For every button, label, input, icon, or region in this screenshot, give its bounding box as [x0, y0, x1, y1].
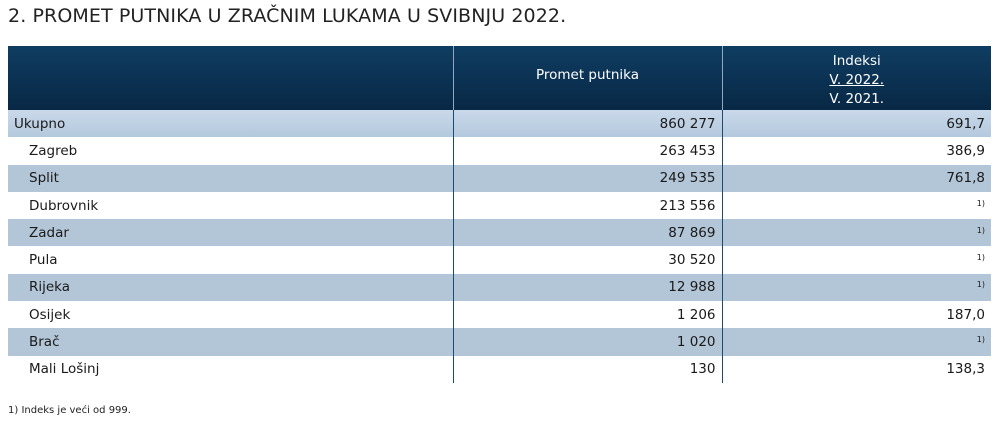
indeks-cell: 386,9: [721, 137, 991, 165]
table-row-total: Ukupno 860 277 691,7: [8, 110, 991, 138]
indeks-cell: 138,3: [721, 355, 991, 383]
airport-name: Dubrovnik: [8, 191, 453, 220]
promet-value: 87 869: [452, 219, 722, 247]
indeks-cell: 691,7: [721, 110, 991, 138]
promet-value: 263 453: [452, 137, 722, 165]
indeks-value: 138,3: [946, 361, 985, 378]
airport-name: Rijeka: [8, 273, 453, 302]
table-row: Zagreb 263 453 386,9: [8, 137, 991, 165]
promet-value: 213 556: [452, 191, 722, 220]
airport-name: Ukupno: [8, 110, 453, 138]
indeks-cell: 1): [721, 273, 991, 302]
footnote-marker: 1): [976, 280, 985, 290]
table-row: Dubrovnik 213 556 1): [8, 191, 991, 220]
promet-value: 1 020: [452, 328, 722, 356]
airport-name: Pula: [8, 246, 453, 274]
header-promet-putnika: Promet putnika: [452, 46, 722, 110]
footnote-marker: 1): [976, 253, 985, 263]
airport-name: Split: [8, 164, 453, 192]
indeks-cell: 761,8: [721, 164, 991, 192]
airport-name: Zagreb: [8, 137, 453, 165]
promet-value: 860 277: [452, 110, 722, 138]
page-title: 2. PROMET PUTNIKA U ZRAČNIM LUKAMA U SVI…: [8, 5, 567, 27]
header-indeksi-denominator: V. 2021.: [829, 90, 885, 107]
promet-value: 1 206: [452, 301, 722, 329]
table-row: Mali Lošinj 130 138,3: [8, 355, 991, 383]
airport-name: Zadar: [8, 219, 453, 247]
header-indeksi-label: Indeksi: [832, 52, 881, 69]
footnote-marker: 1): [976, 335, 985, 345]
indeks-cell: 1): [721, 328, 991, 356]
table-row: Split 249 535 761,8: [8, 164, 991, 192]
table-row: Rijeka 12 988 1): [8, 273, 991, 302]
airport-name: Mali Lošinj: [8, 355, 453, 383]
table-header-row: Promet putnika Indeksi V. 2022. V. 2021.: [8, 46, 991, 110]
header-airport: [8, 46, 453, 110]
promet-value: 130: [452, 355, 722, 383]
indeks-value: 761,8: [946, 170, 985, 187]
table-row: Brač 1 020 1): [8, 328, 991, 356]
table-row: Zadar 87 869 1): [8, 219, 991, 247]
header-indeksi: Indeksi V. 2022. V. 2021.: [721, 46, 991, 110]
airport-name: Brač: [8, 328, 453, 356]
indeks-value: 386,9: [946, 142, 985, 159]
promet-value: 12 988: [452, 273, 722, 302]
footnote: 1) Indeks je veći od 999.: [8, 405, 131, 416]
promet-value: 30 520: [452, 246, 722, 274]
passenger-traffic-table: Promet putnika Indeksi V. 2022. V. 2021.…: [8, 46, 991, 383]
footnote-marker: 1): [976, 198, 985, 208]
indeks-value: 691,7: [946, 115, 985, 132]
table-row: Osijek 1 206 187,0: [8, 301, 991, 329]
footnote-marker: 1): [976, 225, 985, 235]
indeks-cell: 1): [721, 191, 991, 220]
table-row: Pula 30 520 1): [8, 246, 991, 274]
promet-value: 249 535: [452, 164, 722, 192]
indeks-cell: 1): [721, 246, 991, 274]
indeks-cell: 1): [721, 219, 991, 247]
header-indeksi-numerator: V. 2022.: [829, 71, 885, 88]
indeks-cell: 187,0: [721, 301, 991, 329]
indeks-value: 187,0: [946, 306, 985, 323]
airport-name: Osijek: [8, 301, 453, 329]
